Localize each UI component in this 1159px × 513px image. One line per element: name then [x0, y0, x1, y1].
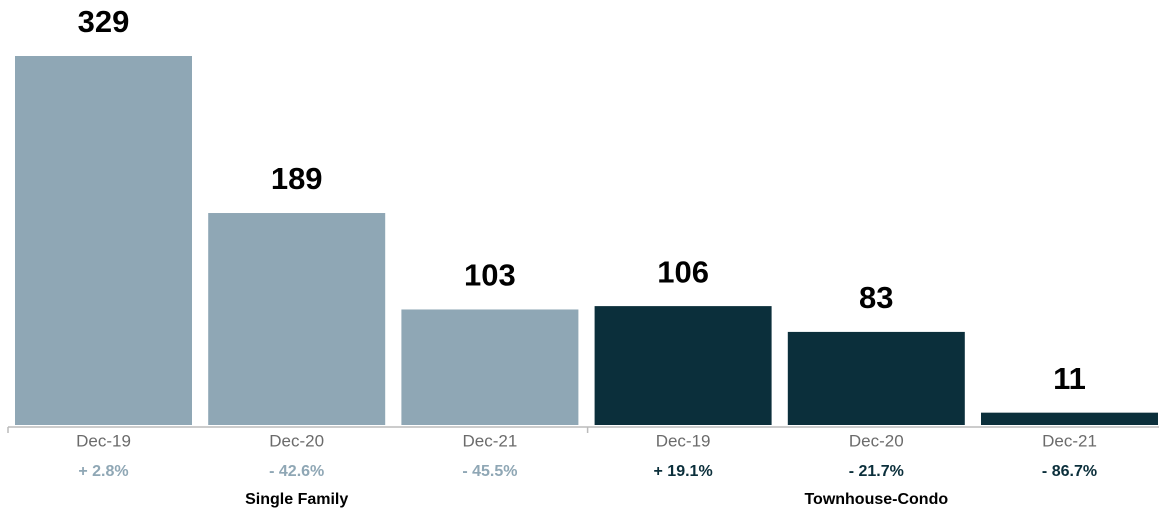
value-label: 83: [859, 280, 893, 315]
change-label: - 21.7%: [849, 463, 904, 480]
group-label: Townhouse-Condo: [804, 491, 948, 508]
value-label: 103: [464, 258, 516, 293]
x-tick-label: Dec-21: [462, 431, 517, 450]
bar: [594, 306, 772, 425]
value-label: 329: [78, 4, 130, 39]
change-label: + 19.1%: [654, 463, 713, 480]
x-tick-label: Dec-20: [269, 431, 324, 450]
bar: [787, 331, 965, 425]
x-tick-label: Dec-20: [849, 431, 904, 450]
x-tick-label: Dec-21: [1042, 431, 1097, 450]
x-tick-label: Dec-19: [656, 431, 711, 450]
bar: [981, 412, 1158, 425]
value-label: 11: [1053, 361, 1086, 396]
bar: [401, 309, 579, 425]
x-tick-label: Dec-19: [76, 431, 131, 450]
change-label: - 42.6%: [269, 463, 324, 480]
change-label: + 2.8%: [78, 463, 128, 480]
value-label: 189: [271, 161, 323, 196]
change-label: - 86.7%: [1042, 463, 1097, 480]
change-label: - 45.5%: [462, 463, 517, 480]
bar: [15, 56, 192, 425]
value-label: 106: [657, 254, 709, 289]
group-label: Single Family: [245, 491, 348, 508]
bar: [208, 213, 386, 425]
